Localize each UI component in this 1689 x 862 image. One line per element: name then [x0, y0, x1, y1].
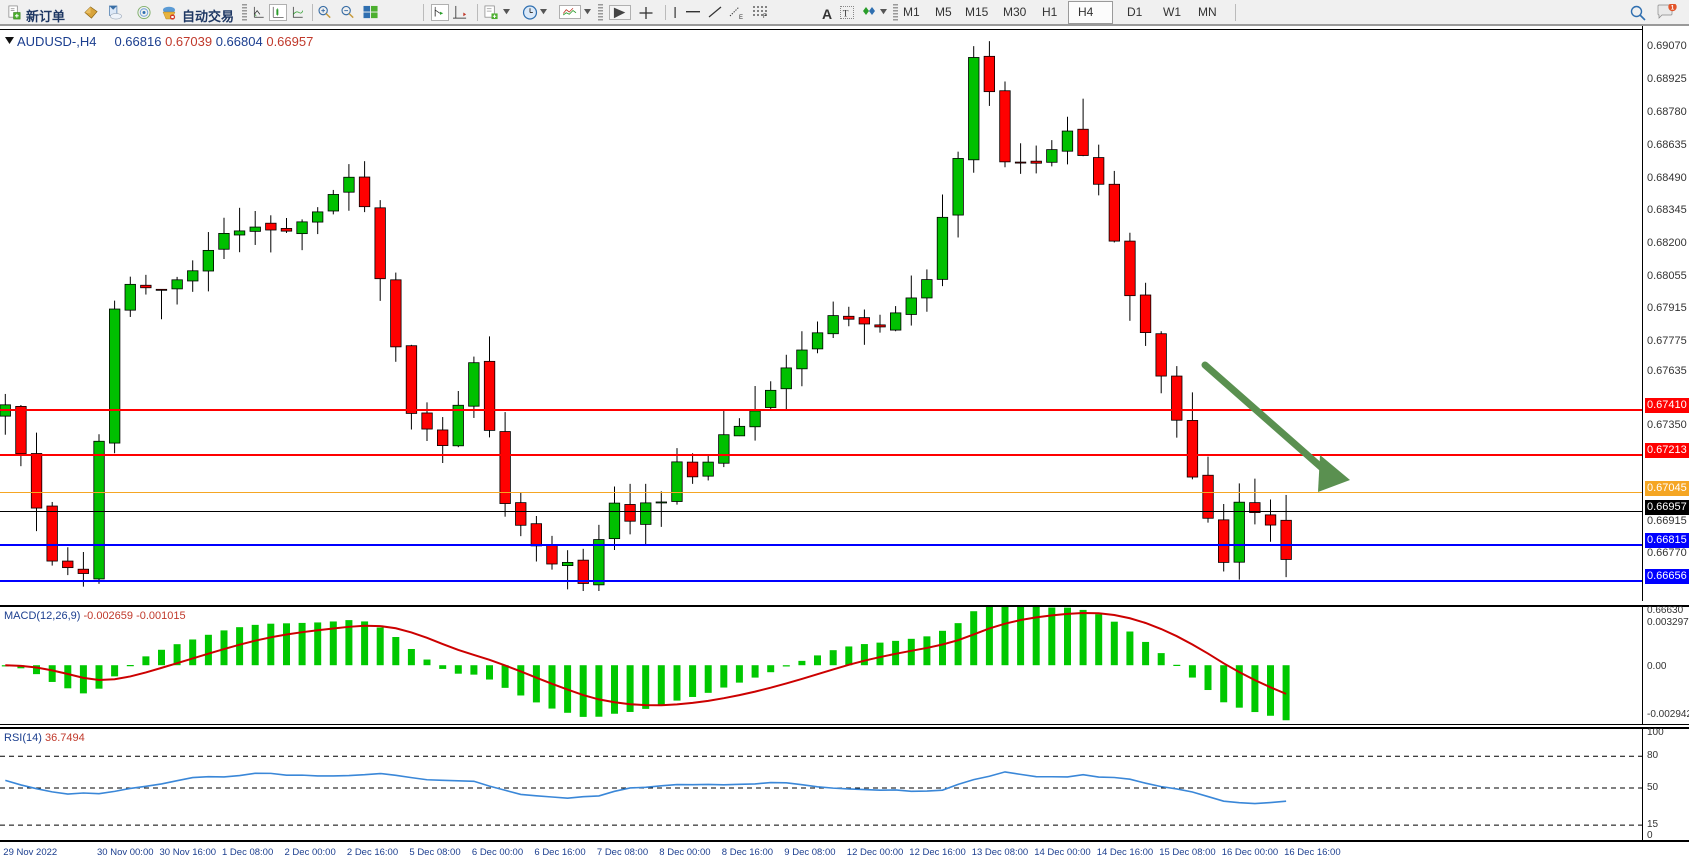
- svg-text:1: 1: [1671, 4, 1675, 11]
- svg-text:E: E: [739, 15, 743, 20]
- svg-text:F: F: [763, 14, 767, 18]
- svg-text:T: T: [843, 9, 849, 19]
